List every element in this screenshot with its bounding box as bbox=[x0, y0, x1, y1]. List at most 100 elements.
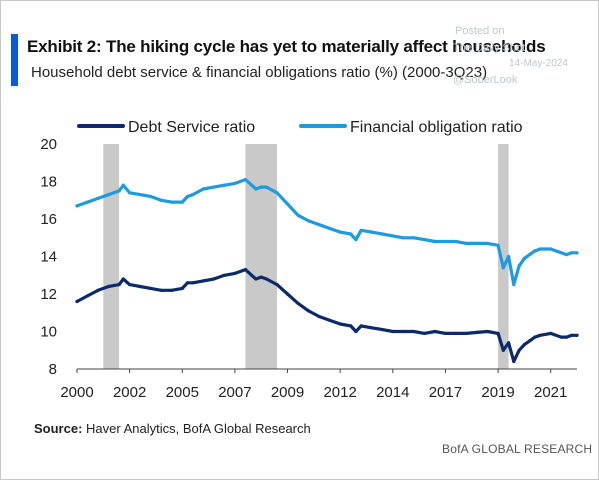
series-1-point bbox=[128, 283, 132, 287]
series-2-point bbox=[391, 234, 395, 238]
series-2-point bbox=[243, 178, 247, 182]
series-2-point bbox=[275, 191, 279, 195]
y-tick-label: 16 bbox=[40, 211, 57, 228]
series-2-point bbox=[317, 223, 321, 227]
series-2-point bbox=[359, 228, 363, 232]
series-2-point bbox=[501, 266, 505, 270]
series-1-point bbox=[212, 277, 216, 281]
axes: 2000 2002 2005 2007 2009 2012 2014 2017 2019 2021… bbox=[40, 136, 577, 401]
y-tick-label: 10 bbox=[40, 324, 57, 341]
series-2-point bbox=[522, 256, 527, 260]
recession-band-3 bbox=[498, 144, 509, 369]
series-1-point bbox=[170, 288, 174, 292]
series-1-point bbox=[264, 277, 269, 281]
y-tick-label: 18 bbox=[40, 174, 57, 191]
series-2-point bbox=[549, 247, 553, 251]
series-1-point bbox=[575, 333, 579, 337]
series-1-point bbox=[475, 330, 479, 334]
series-2-point bbox=[296, 213, 300, 217]
series-2-point bbox=[538, 247, 542, 251]
series-2-point bbox=[485, 241, 490, 245]
legend-label-2: Financial obligation ratio bbox=[350, 119, 523, 136]
series-2-point bbox=[338, 230, 342, 234]
x-tick-label: 2009 bbox=[271, 384, 304, 401]
series-2-point bbox=[191, 193, 195, 197]
series-2-point bbox=[75, 204, 79, 208]
series-1-point bbox=[180, 286, 184, 290]
series-1-point bbox=[538, 333, 542, 337]
series-1-point bbox=[85, 294, 90, 298]
series-2-point bbox=[170, 200, 174, 204]
chart-subtitle: Household debt service & financial oblig… bbox=[31, 64, 488, 81]
series-1-point bbox=[412, 329, 416, 334]
series-1-point bbox=[349, 324, 353, 328]
series-1-point bbox=[201, 279, 205, 283]
series-1-point bbox=[138, 284, 142, 289]
series-2-point bbox=[575, 251, 579, 255]
series-2-point bbox=[264, 185, 269, 189]
series-2-point bbox=[285, 202, 290, 206]
series-1-point bbox=[338, 322, 342, 326]
series-1-point bbox=[307, 309, 311, 313]
x-tick-label: 2014 bbox=[376, 384, 409, 401]
series-2-point bbox=[349, 232, 353, 236]
series-2-point bbox=[517, 264, 521, 268]
series-1-point bbox=[243, 268, 247, 272]
series-lines bbox=[75, 178, 579, 364]
series-1-point bbox=[443, 331, 447, 335]
source-label: Source: bbox=[34, 421, 83, 436]
series-1-point bbox=[117, 283, 121, 287]
series-2-point bbox=[138, 193, 142, 197]
x-tick-label: 2005 bbox=[166, 384, 199, 401]
series-1-point bbox=[296, 301, 300, 305]
series-2-point bbox=[380, 232, 384, 236]
x-tick-label: 2012 bbox=[323, 384, 356, 401]
series-1-point bbox=[570, 333, 574, 337]
series-1-point bbox=[501, 348, 505, 352]
series-1-point bbox=[107, 284, 111, 289]
series-2-point bbox=[159, 198, 163, 202]
series-2-point bbox=[233, 181, 237, 185]
series-1-point bbox=[564, 335, 569, 339]
series-2-point bbox=[212, 185, 216, 189]
recession-band-2 bbox=[245, 144, 277, 369]
x-tick-label: 2007 bbox=[218, 384, 251, 401]
series-2-point bbox=[328, 226, 332, 230]
watermark-posted: Posted on bbox=[455, 25, 505, 37]
series-2-point bbox=[401, 236, 405, 240]
series-2-point bbox=[422, 238, 426, 242]
series-2-point bbox=[464, 241, 469, 245]
series-2-point bbox=[512, 283, 516, 287]
series-2-point bbox=[570, 251, 574, 255]
series-2-point bbox=[254, 187, 258, 191]
series-1-point bbox=[528, 339, 532, 343]
series-2-point bbox=[149, 194, 153, 199]
series-1-point bbox=[159, 288, 163, 292]
series-1-point bbox=[559, 335, 563, 339]
legend: Debt Service ratio Financial obligation r… bbox=[77, 119, 523, 136]
x-tick-label: 2021 bbox=[534, 384, 567, 401]
series-1-point bbox=[275, 283, 279, 287]
series-2-point bbox=[107, 193, 111, 197]
series-2-point bbox=[354, 238, 358, 242]
series-1-point bbox=[454, 331, 458, 335]
series-1-point bbox=[401, 329, 405, 334]
chart-title: Exhibit 2: The hiking cycle has yet to m… bbox=[27, 37, 546, 56]
y-tick-label: 8 bbox=[49, 361, 57, 378]
series-2-point bbox=[259, 185, 263, 189]
series-1-point bbox=[485, 329, 490, 334]
y-tick-label: 12 bbox=[40, 286, 57, 303]
series-1-point bbox=[185, 281, 190, 285]
series-2-point bbox=[180, 200, 184, 204]
series-1-point bbox=[433, 329, 437, 334]
x-tick-label: 2019 bbox=[481, 384, 514, 401]
series-1-point bbox=[549, 331, 553, 335]
series-1-point bbox=[354, 329, 358, 334]
series-2-point bbox=[201, 187, 205, 191]
series-2-point bbox=[412, 236, 416, 240]
x-tick-label: 2002 bbox=[113, 384, 146, 401]
x-tick-label: 2017 bbox=[429, 384, 462, 401]
series-1-point bbox=[370, 326, 374, 330]
